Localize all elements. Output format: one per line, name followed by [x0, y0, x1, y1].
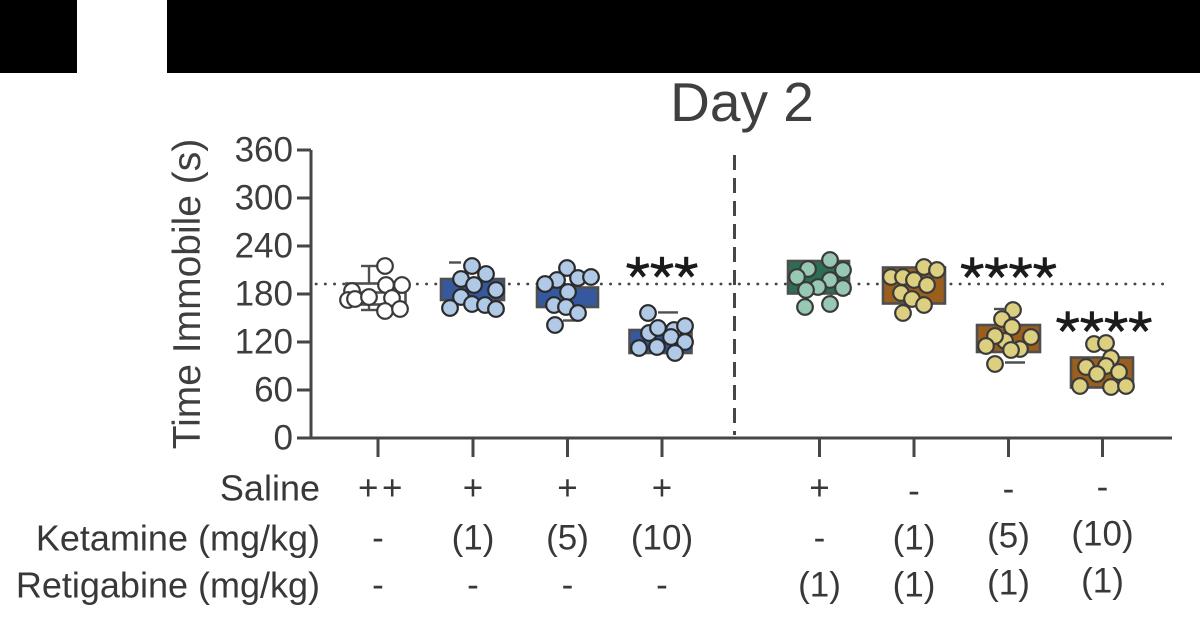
svg-text:(1): (1): [452, 519, 495, 558]
svg-text:-: -: [467, 566, 479, 605]
svg-text:360: 360: [235, 131, 293, 170]
svg-text:-: -: [372, 566, 384, 605]
svg-text:-: -: [1097, 468, 1109, 507]
svg-text:180: 180: [235, 275, 293, 314]
svg-text:Saline: Saline: [220, 468, 320, 509]
svg-text:(10): (10): [1071, 515, 1133, 554]
svg-text:+: +: [557, 469, 577, 508]
svg-text:60: 60: [254, 371, 293, 410]
svg-text:120: 120: [235, 323, 293, 362]
svg-text:(1): (1): [1081, 562, 1124, 601]
svg-text:(5): (5): [987, 517, 1030, 556]
svg-text:-: -: [814, 519, 826, 558]
svg-text:0: 0: [274, 419, 293, 458]
svg-text:Retigabine (mg/kg): Retigabine (mg/kg): [16, 565, 320, 606]
svg-text:(10): (10): [631, 519, 693, 558]
svg-text:240: 240: [235, 227, 293, 266]
svg-text:(5): (5): [546, 519, 589, 558]
svg-text:Day 2: Day 2: [670, 71, 814, 133]
svg-text:(1): (1): [798, 566, 841, 605]
svg-text:+: +: [463, 469, 483, 508]
svg-text:(1): (1): [893, 566, 936, 605]
svg-text:-: -: [908, 472, 920, 511]
svg-text:++: ++: [358, 469, 406, 508]
svg-text:Ketamine (mg/kg): Ketamine (mg/kg): [36, 518, 320, 559]
svg-text:+: +: [809, 469, 829, 508]
svg-text:+: +: [652, 469, 672, 508]
svg-text:(1): (1): [893, 519, 936, 558]
svg-text:Time Immobile (s): Time Immobile (s): [166, 139, 209, 450]
svg-text:300: 300: [235, 179, 293, 218]
svg-text:-: -: [1003, 470, 1015, 509]
svg-text:-: -: [562, 566, 574, 605]
svg-text:(1): (1): [987, 564, 1030, 603]
svg-text:-: -: [656, 566, 668, 605]
svg-text:-: -: [372, 519, 384, 558]
